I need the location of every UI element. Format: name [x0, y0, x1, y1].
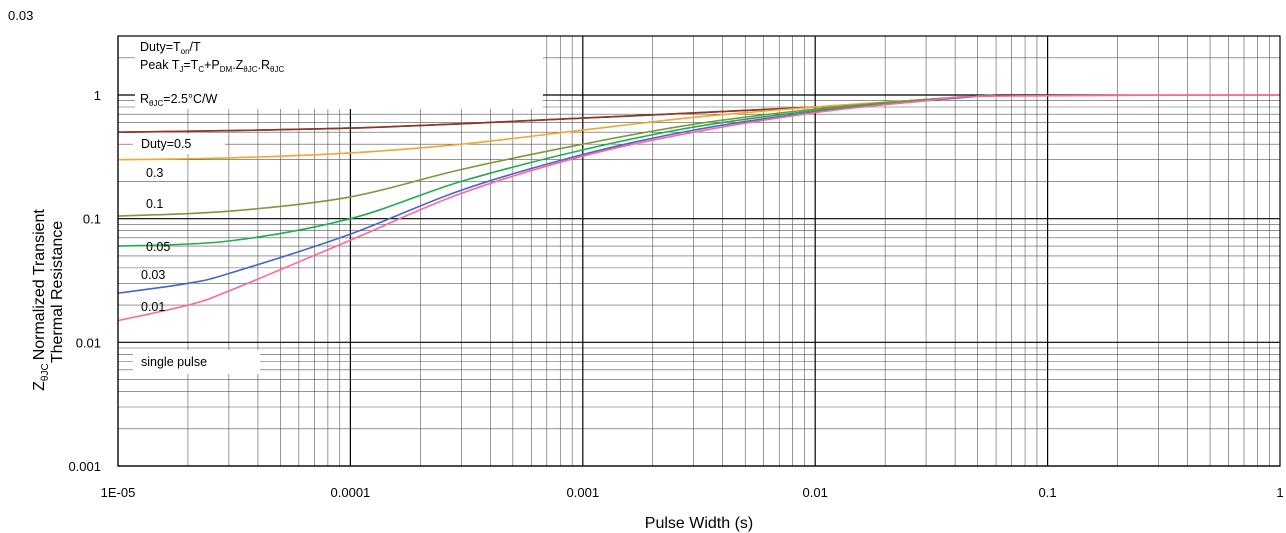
svg-text:ZθJCNormalized Transient: ZθJCNormalized Transient [31, 209, 51, 391]
svg-text:Thermal Resistance: Thermal Resistance [49, 221, 66, 363]
y-tick-labels: 0.001 0.01 0.1 1 [68, 88, 101, 474]
series-line-single-pulse [117, 94, 1281, 322]
label-background-single-pulse [133, 350, 260, 374]
series-label-0-1: 0.1 [146, 197, 163, 211]
series-label-single-pulse: single pulse [141, 355, 207, 369]
x-tick-label: 1E-05 [101, 485, 136, 500]
y-tick-label: 0.1 [83, 212, 101, 227]
y-tick-label: 0.01 [76, 335, 101, 350]
series-label-0-03: 0.03 [141, 268, 165, 282]
series-label-0-05: 0.05 [146, 240, 170, 254]
annotation-duty-formula: Duty=Ton/T [140, 40, 201, 56]
series-line-0-01 [117, 94, 997, 294]
annotation-thermal-resistance: RθJC=2.5°C/W [140, 92, 217, 108]
x-axis-label: Pulse Width (s) [645, 515, 753, 532]
plot-frame [117, 35, 1281, 467]
series-line-0-05 [117, 94, 997, 217]
x-tick-label: 0.001 [567, 485, 600, 500]
x-tick-label: 0.01 [803, 485, 828, 500]
annotation-peak-formula: Peak TJ=TC+PDM.ZθJC.RθJC [140, 58, 284, 74]
label-background-duty [133, 134, 225, 154]
y-tick-label: 0.001 [68, 459, 101, 474]
series-label-duty-0-5: Duty=0.5 [141, 137, 191, 151]
x-tick-label: 0.0001 [331, 485, 371, 500]
y-tick-label: 1 [94, 88, 101, 103]
x-tick-labels: 1E-05 0.0001 0.001 0.01 0.1 1 [101, 485, 1284, 500]
annotation-box-background [135, 36, 543, 109]
y-top-label: 0.03 [8, 8, 33, 23]
series-line-0-03 [117, 94, 997, 247]
x-tick-label: 1 [1276, 485, 1283, 500]
series-label-0-3: 0.3 [146, 166, 163, 180]
series-label-0-01: 0.01 [141, 300, 165, 314]
series-lines [117, 94, 1281, 322]
x-tick-label: 0.1 [1039, 485, 1057, 500]
y-axis-label: ZθJCNormalized Transient Thermal Resista… [31, 209, 66, 391]
